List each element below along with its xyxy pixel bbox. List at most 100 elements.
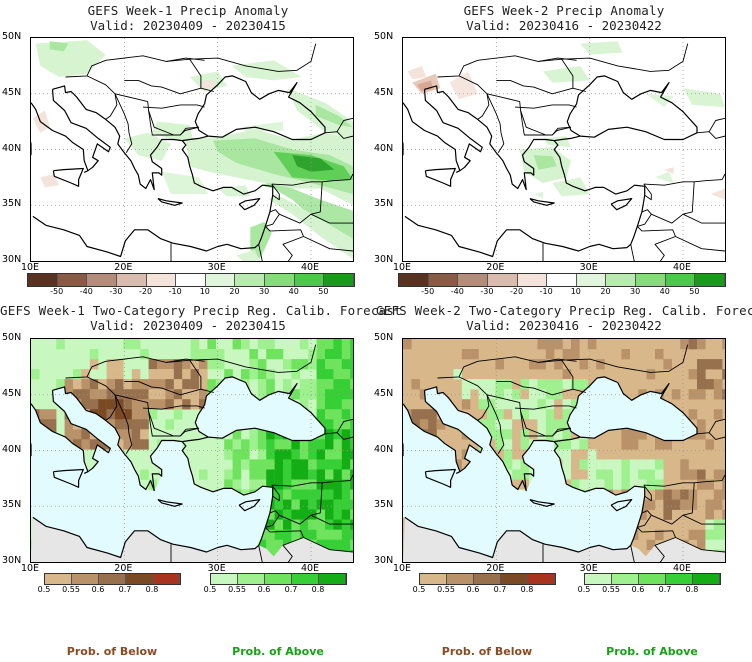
lon-label: 10E: [392, 563, 412, 574]
prob-cell: [89, 379, 99, 390]
prob-cell: [299, 339, 309, 350]
colorbar-tick: 40: [659, 287, 670, 296]
prob-cell: [190, 349, 200, 360]
country-border: [166, 358, 205, 363]
prob-cell: [291, 359, 300, 370]
prob-cell: [308, 359, 317, 370]
prob-cell: [350, 529, 353, 540]
lon-label: 10E: [20, 563, 40, 574]
coastline: [403, 403, 461, 474]
prob-cell: [697, 529, 706, 540]
colorbar-swatch: [639, 574, 666, 584]
prob-cell: [646, 459, 656, 470]
prob-cell: [316, 439, 326, 450]
prob-cell: [199, 379, 208, 390]
map-week2-anomaly: [402, 37, 726, 262]
anomaly-patch: [645, 93, 674, 108]
country-border: [682, 514, 725, 525]
coastline: [529, 499, 555, 507]
prob-cell: [537, 379, 546, 390]
prob-cell: [232, 469, 242, 480]
prob-cell: [140, 349, 149, 360]
prob-cell: [241, 369, 250, 380]
prob-cell: [562, 389, 572, 400]
prob-cell: [655, 479, 664, 490]
prob-cell: [713, 409, 723, 420]
prob-cell: [520, 439, 530, 450]
prob-cell: [316, 519, 326, 530]
colorbar-swatch: [666, 574, 693, 584]
prob-cell: [562, 439, 572, 450]
prob-cell: [173, 359, 183, 370]
prob-cell: [106, 379, 116, 390]
prob-cell: [680, 339, 689, 350]
anomaly-patch: [236, 249, 260, 261]
prob-cell: [487, 429, 496, 440]
colorbar-tick: 0.55: [228, 585, 246, 594]
country-border: [496, 380, 574, 396]
lat-label: 40N: [374, 443, 394, 455]
prob-cell: [688, 339, 698, 350]
prob-cell: [333, 519, 342, 530]
prob-cell: [562, 349, 572, 360]
colorbar-tick: -50: [421, 287, 435, 296]
coastline: [610, 198, 633, 211]
prob-cell: [316, 479, 326, 490]
lat-label: 45N: [2, 387, 22, 399]
prob-cell: [545, 379, 555, 390]
prob-cell: [249, 439, 258, 450]
prob-cell: [688, 409, 698, 420]
lat-label: 45N: [2, 86, 22, 98]
lat-label: 50N: [374, 332, 394, 343]
colorbar-swatch: [292, 574, 319, 584]
prob-cell: [554, 419, 563, 430]
coastline: [423, 390, 483, 473]
colorbar-tick: 50: [689, 287, 700, 296]
prob-cell: [283, 529, 292, 540]
prob-cell: [232, 429, 242, 440]
country-border: [65, 356, 215, 393]
prob-cell: [291, 479, 300, 490]
anomaly-patch: [292, 155, 335, 172]
colorbar-swatch: [45, 574, 72, 584]
prob-cell: [554, 409, 563, 420]
colorbar-tick: 0.7: [118, 585, 132, 594]
prob-cell: [182, 399, 191, 410]
prob-cell: [512, 419, 521, 430]
colorbar-tick: 0.55: [62, 585, 80, 594]
prob-cell: [512, 479, 521, 490]
country-border: [561, 43, 689, 72]
coastline: [182, 436, 209, 443]
prob-cell: [89, 399, 99, 410]
prob-cell: [316, 369, 326, 380]
prob-cell: [545, 349, 555, 360]
prob-cell: [98, 399, 107, 410]
prob-cell: [571, 469, 580, 480]
coastline: [182, 135, 209, 142]
colorbar-swatch: [695, 274, 726, 286]
prob-cell: [713, 379, 723, 390]
coastline: [194, 376, 326, 442]
prob-cell: [341, 469, 351, 480]
lat-label: 35N: [374, 499, 394, 511]
prob-cell: [64, 419, 74, 430]
prob-cell: [495, 409, 504, 420]
coastline: [529, 198, 555, 206]
lon-label: 20E: [486, 262, 505, 273]
prob-cell: [512, 449, 521, 460]
colorbar-swatch: [319, 574, 346, 584]
prob-cell: [148, 479, 158, 490]
lat-label: 35N: [2, 198, 22, 210]
prob-cell: [697, 379, 706, 390]
anomaly-patch: [552, 177, 590, 197]
colorbar-tick: -10: [168, 287, 182, 296]
prob-cell: [81, 369, 90, 380]
prob-cell: [274, 449, 284, 460]
prob-cell: [663, 499, 672, 510]
prob-cell: [241, 449, 250, 460]
colorbar-tick: 30: [629, 287, 641, 296]
prob-cell: [503, 449, 513, 460]
prob-cell: [325, 519, 334, 530]
prob-cell: [713, 529, 723, 540]
prob-cell: [274, 349, 284, 360]
